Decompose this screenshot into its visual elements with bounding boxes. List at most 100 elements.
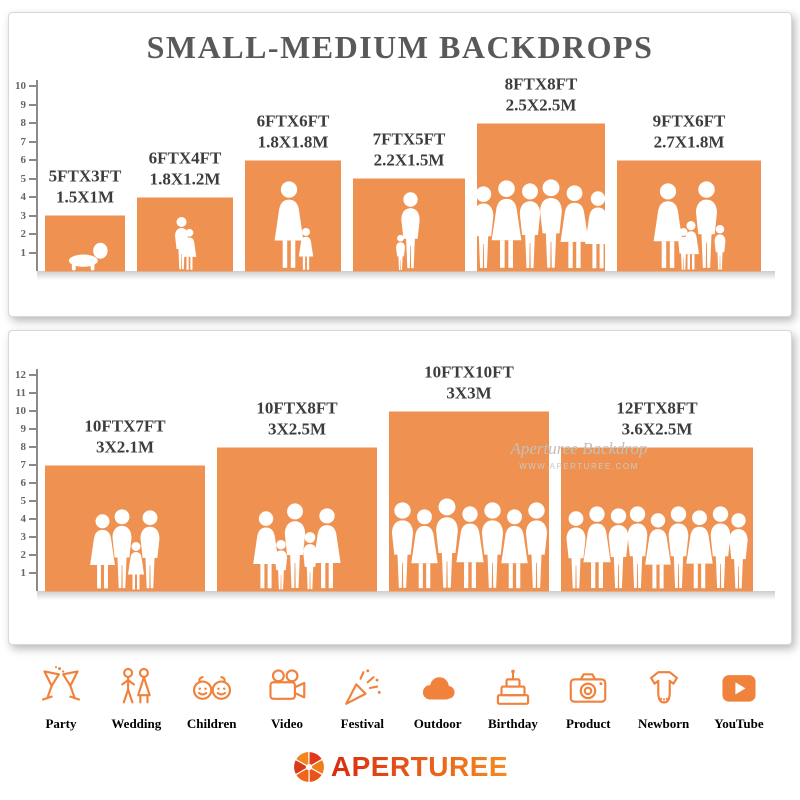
ruler-tick [29, 392, 36, 394]
ruler-tick [29, 103, 36, 106]
ruler-number: 7 [20, 459, 27, 471]
brand-name: APERTUREE [330, 751, 509, 782]
ruler-number: 10 [15, 405, 26, 417]
person-silhouette [140, 509, 159, 588]
size-label-m: 3X3M [446, 383, 492, 403]
backdrop-swatch [245, 160, 341, 271]
ruler-tick [29, 572, 36, 574]
person-silhouette [401, 191, 420, 268]
person-silhouette [253, 510, 279, 588]
person-silhouette [410, 508, 438, 588]
ruler-number: 3 [20, 209, 27, 222]
youtube-icon [716, 663, 762, 713]
size-label-ft: 5FTX3FT [48, 166, 122, 186]
backdrop-swatch [353, 178, 465, 271]
person-silhouette [175, 216, 188, 269]
category-label: Newborn [637, 716, 690, 731]
size-label: 10FTX10FT 3X3M [424, 362, 514, 405]
category-label: Video [270, 716, 303, 731]
size-label-ft: 10FTX10FT [424, 362, 514, 382]
ruler-number: 3 [20, 531, 27, 543]
backdrop-item: 5FTX3FT 1.5X1M [45, 166, 125, 271]
category-party: Party [28, 663, 94, 732]
ruler-tick [29, 446, 36, 448]
backdrop-swatch [477, 123, 605, 271]
ruler-tick [29, 482, 36, 484]
ruler-number: 5 [20, 172, 27, 185]
backdrop-bars-row: 10FTX7FT 3X2.1M 10FTX8FT 3X2.5M 10FTX10FT 3X3… [45, 362, 753, 591]
size-label: 10FTX7FT 3X2.1M [84, 416, 165, 459]
ruler-number: 9 [20, 98, 27, 111]
size-label-ft: 6FTX6FT [256, 111, 330, 131]
festival-icon [339, 663, 385, 713]
person-silhouette [729, 512, 748, 588]
size-label-m: 1.5X1M [55, 187, 115, 207]
ruler-tick [29, 214, 36, 217]
person-silhouette [645, 512, 671, 588]
person-silhouette [491, 179, 521, 268]
ruler-number: 1 [20, 567, 27, 579]
size-label-m: 2.5X2.5M [505, 95, 577, 115]
backdrop-swatch [137, 197, 233, 271]
size-label-m: 2.2X1.5M [373, 150, 445, 170]
person-silhouette [313, 507, 341, 588]
size-label: 6FTX4FT 1.8X1.2M [149, 148, 222, 191]
size-label: 9FTX6FT 2.7X1.8M [653, 111, 726, 154]
category-label: YouTube [714, 716, 764, 731]
ruler-number: 6 [20, 154, 27, 166]
ruler-number: 7 [20, 135, 27, 148]
ruler-tick [29, 374, 36, 376]
person-silhouette [455, 505, 484, 588]
size-label-m: 1.8X1.2M [149, 169, 221, 189]
backdrop-item: 10FTX10FT 3X3M [389, 362, 549, 591]
person-silhouette [127, 541, 144, 589]
ruler-tick [29, 428, 36, 430]
size-label-ft: 9FTX6FT [652, 111, 726, 131]
category-label: Outdoor [413, 716, 462, 731]
brand-logo: APERTUREE [0, 750, 800, 784]
ruler-tick [29, 500, 36, 502]
person-silhouette [686, 509, 713, 588]
video-icon [264, 663, 310, 713]
size-label-m: 1.8X1.8M [257, 132, 329, 152]
ruler-number: 2 [20, 228, 27, 240]
category-product: Product [555, 663, 621, 732]
ruler-tick [29, 85, 36, 87]
size-label-ft: 7FTX5FT [372, 129, 446, 149]
ruler-number: 12 [15, 369, 26, 381]
category-label: Party [45, 716, 77, 731]
backdrop-swatch [617, 160, 761, 271]
outdoor-icon [415, 663, 461, 713]
size-label-ft: 12FTX8FT [616, 398, 698, 418]
person-silhouette [298, 227, 314, 270]
size-label-ft: 8FTX8FT [504, 74, 578, 94]
person-silhouette [560, 184, 588, 268]
ruler-number: 4 [20, 513, 27, 525]
person-silhouette [274, 539, 288, 589]
backdrop-item: 6FTX6FT 1.8X1.8M [245, 111, 341, 271]
backdrop-swatch [217, 447, 377, 591]
aperture-icon [292, 750, 325, 784]
ruler-tick [29, 177, 36, 180]
ruler-tick [29, 196, 36, 198]
category-newborn: Newborn [631, 663, 697, 732]
ruler-tick [29, 518, 36, 520]
backdrop-item: 10FTX7FT 3X2.1M [45, 416, 205, 591]
person-silhouette [112, 508, 131, 588]
birthday-icon [490, 663, 536, 713]
ruler-number: 9 [20, 423, 27, 435]
size-label-m: 3X2.1M [95, 437, 155, 457]
person-silhouette [303, 531, 317, 589]
person-silhouette [284, 502, 306, 588]
newborn-icon [641, 663, 687, 713]
ruler-number: 10 [15, 80, 26, 92]
panel-large-backdrops: 1 2 3 4 5 6 7 8 9 10 11 12 10FTX7FT 3X2.1M 10FTX8FT 3X2… [8, 330, 792, 645]
size-label: 12FTX8FT 3.6X2.5M [616, 398, 697, 441]
person-silhouette [435, 497, 458, 588]
category-wedding: Wedding [103, 663, 169, 732]
children-icon [189, 663, 235, 713]
person-silhouette [182, 228, 197, 270]
ruler-number: 11 [15, 387, 26, 399]
ruler-tick [29, 410, 36, 412]
category-label: Birthday [488, 716, 538, 731]
